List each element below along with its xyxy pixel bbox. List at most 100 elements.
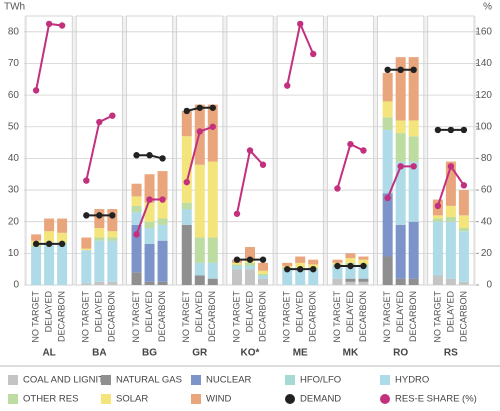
bar-segment (432, 215, 443, 219)
y-tick-label: 0 (13, 280, 19, 291)
group-label: AL (42, 348, 55, 359)
series-dot (83, 177, 90, 184)
series-dot (233, 256, 241, 263)
legend-swatch (191, 394, 201, 404)
bar-segment (458, 231, 469, 282)
series-dot (447, 126, 455, 134)
x-tick-label: DELAYED (345, 291, 355, 333)
series-dot (133, 231, 140, 238)
legend-swatch (101, 375, 111, 385)
bar-segment (258, 262, 268, 271)
bar-segment (81, 283, 92, 285)
legend-swatch (380, 375, 390, 385)
bar-segment (395, 120, 406, 134)
series-dot (109, 112, 116, 119)
bar-segment (445, 216, 456, 222)
x-tick-label: DELAYED (144, 291, 154, 333)
bar-segment (282, 262, 293, 267)
bar-segment (245, 262, 255, 267)
legend-label: DEMAND (300, 394, 341, 405)
y-tick-label: 70 (8, 58, 20, 69)
y-tick-label: 40 (8, 153, 20, 164)
x-tick-label: NO TARGET (30, 290, 40, 342)
bar-segment (295, 269, 306, 285)
series-dot (159, 196, 166, 203)
bar-segment (245, 266, 255, 270)
legend-swatch (285, 394, 295, 404)
bar-segment (232, 262, 242, 265)
bar-segment (144, 243, 155, 282)
bar-segment (107, 281, 118, 285)
series-dot (196, 128, 203, 135)
bar-segment (432, 221, 443, 276)
x-tick-label: NO TARGET (432, 290, 442, 342)
legend-label: HFO/LFO (300, 375, 341, 386)
bar-segment (31, 234, 42, 241)
series-dot (45, 20, 53, 28)
bar-segment (181, 110, 192, 137)
x-tick-label: NO TARGET (131, 290, 141, 342)
x-tick-label: DELAYED (43, 291, 53, 333)
series-dot (96, 212, 103, 219)
x-tick-label: NO TARGET (181, 290, 191, 342)
bar-segment (382, 101, 393, 118)
group-label: BA (92, 348, 106, 359)
legend-swatch (191, 375, 201, 385)
series-dot (209, 104, 216, 111)
bar-segment (445, 205, 456, 217)
legend-swatch (285, 375, 295, 385)
bar-segment (31, 247, 42, 285)
bar-segment (332, 278, 343, 285)
bar-segment (194, 275, 205, 285)
bar-segment (94, 281, 105, 285)
bar-segment (207, 237, 218, 263)
bar-segment (445, 278, 456, 285)
bar-segment (382, 117, 393, 130)
series-dot (209, 123, 216, 130)
bar-segment (345, 253, 356, 259)
bar-segment (432, 275, 443, 285)
series-dot (259, 161, 267, 168)
bar-segment (232, 266, 242, 270)
bar-segment (445, 161, 456, 206)
bar-segment (57, 232, 68, 243)
bar-segment (282, 269, 293, 285)
series-dot (397, 66, 404, 74)
series-dot (384, 194, 391, 202)
group-label: KO* (241, 348, 260, 359)
bar-segment (345, 258, 356, 263)
x-tick-label: NO TARGET (231, 290, 241, 342)
bar-segment (295, 262, 306, 268)
series-dot (347, 140, 354, 148)
bar-segment (308, 259, 319, 265)
bar-segment (181, 136, 192, 203)
bar-segment (332, 266, 343, 279)
y2-tick-label: 160 (475, 26, 492, 37)
bar-segment (395, 278, 406, 285)
bar-segment (194, 237, 205, 263)
bar-segment (157, 240, 168, 282)
y2-tick-label: 120 (475, 90, 492, 101)
bar-segment (408, 278, 419, 285)
bar-segment (107, 231, 118, 238)
series-dot (159, 155, 166, 162)
bar-segment (395, 161, 406, 225)
bar-segment (57, 243, 68, 285)
series-dot (146, 152, 153, 159)
bar-segment (458, 228, 469, 232)
bar-segment (345, 266, 356, 279)
series-dot (96, 118, 103, 126)
bar-segment (308, 269, 319, 285)
bar-segment (94, 228, 105, 238)
group-label: MK (343, 348, 359, 359)
bar-segment (207, 278, 218, 285)
bar-segment (358, 278, 369, 282)
bar-segment (358, 256, 369, 260)
legend-label: OTHER RES (23, 394, 78, 405)
bar-segment (107, 209, 118, 232)
bar-segment (408, 161, 419, 222)
bar-segment (181, 202, 192, 210)
x-tick-label: DECARBON (408, 291, 418, 342)
x-tick-label: NO TARGET (382, 290, 392, 342)
